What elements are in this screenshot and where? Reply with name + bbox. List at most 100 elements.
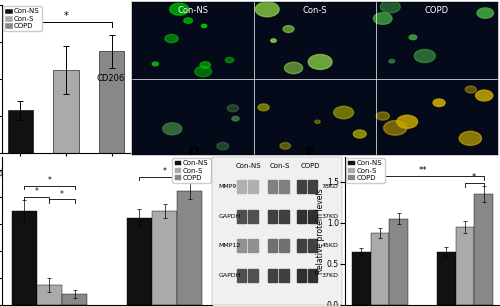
Text: **: ** [418,166,427,175]
Text: E: E [306,145,315,158]
Bar [296,239,306,252]
Text: GAPDH: GAPDH [218,273,241,278]
Circle shape [165,34,178,43]
Text: D: D [188,145,199,158]
Circle shape [226,58,234,63]
Circle shape [308,54,332,69]
Bar [236,269,246,282]
Bar [296,269,306,282]
Text: Con-S: Con-S [302,6,328,15]
Circle shape [270,39,276,42]
Bar [280,180,288,193]
Circle shape [280,143,290,149]
Bar [152,211,177,305]
Circle shape [376,112,390,120]
Y-axis label: Relative protein levels: Relative protein levels [316,188,325,274]
Bar [248,239,258,252]
Bar [370,233,390,305]
Bar [99,51,124,153]
Bar [126,218,152,305]
Circle shape [477,8,494,18]
Text: COPD: COPD [425,6,449,15]
Circle shape [459,131,481,145]
Text: *: * [472,174,476,182]
Bar [37,285,62,305]
Bar [236,210,246,223]
Bar [236,239,246,252]
Bar [8,110,33,153]
Bar [12,211,37,305]
Bar [248,180,258,193]
Circle shape [389,59,394,63]
Bar [474,194,493,305]
Circle shape [200,62,210,68]
Bar [248,210,258,223]
Bar [54,70,78,153]
Circle shape [284,62,302,74]
Bar [268,180,278,193]
Text: MMP9: MMP9 [218,184,237,189]
Legend: Con-NS, Con-S, COPD: Con-NS, Con-S, COPD [172,159,210,183]
Text: GAPDH: GAPDH [218,214,241,219]
Circle shape [258,104,269,111]
Text: 78KD: 78KD [321,184,338,189]
Text: 45KD: 45KD [321,243,338,248]
Text: *: * [162,167,166,176]
Circle shape [256,2,279,17]
Bar [280,239,288,252]
Text: CD206: CD206 [96,74,124,83]
Bar [268,210,278,223]
Bar [236,180,246,193]
Text: 37KD: 37KD [321,273,338,278]
Circle shape [202,24,206,28]
Bar [177,191,203,305]
Text: Con-S: Con-S [270,163,290,169]
Text: Con-NS: Con-NS [178,6,208,15]
Circle shape [170,3,189,15]
Circle shape [465,86,476,93]
Bar [280,269,288,282]
Bar [268,269,278,282]
Circle shape [334,106,353,119]
Bar [456,227,474,305]
Bar [62,294,88,305]
Text: *: * [35,187,39,196]
Circle shape [396,115,417,128]
Circle shape [184,18,192,23]
Circle shape [227,105,238,112]
Bar [280,210,288,223]
Text: COPD: COPD [301,163,320,169]
Bar [296,180,306,193]
Text: Con-NS: Con-NS [236,163,261,169]
Bar [390,219,408,305]
Bar [268,239,278,252]
Circle shape [380,1,400,13]
Text: *: * [64,11,68,21]
Circle shape [374,13,392,24]
Circle shape [409,35,417,40]
Bar [437,252,456,305]
Circle shape [476,90,493,101]
Text: MMP12: MMP12 [218,243,241,248]
Circle shape [152,62,158,66]
Circle shape [354,130,366,138]
Circle shape [195,66,212,77]
Legend: Con-NS, Con-S, COPD: Con-NS, Con-S, COPD [4,6,42,31]
Circle shape [384,121,407,135]
Legend: Con-NS, Con-S, COPD: Con-NS, Con-S, COPD [346,159,385,183]
Bar [352,252,370,305]
Text: *: * [48,176,52,185]
Circle shape [162,123,182,135]
Circle shape [315,120,320,123]
Circle shape [217,142,228,150]
Bar [248,269,258,282]
Text: 37KD: 37KD [321,214,338,219]
Text: *: * [60,190,64,199]
Bar [308,239,318,252]
Bar [308,180,318,193]
Bar [296,210,306,223]
Bar [308,210,318,223]
Text: B: B [118,0,127,3]
Circle shape [433,99,445,106]
Circle shape [232,116,239,121]
